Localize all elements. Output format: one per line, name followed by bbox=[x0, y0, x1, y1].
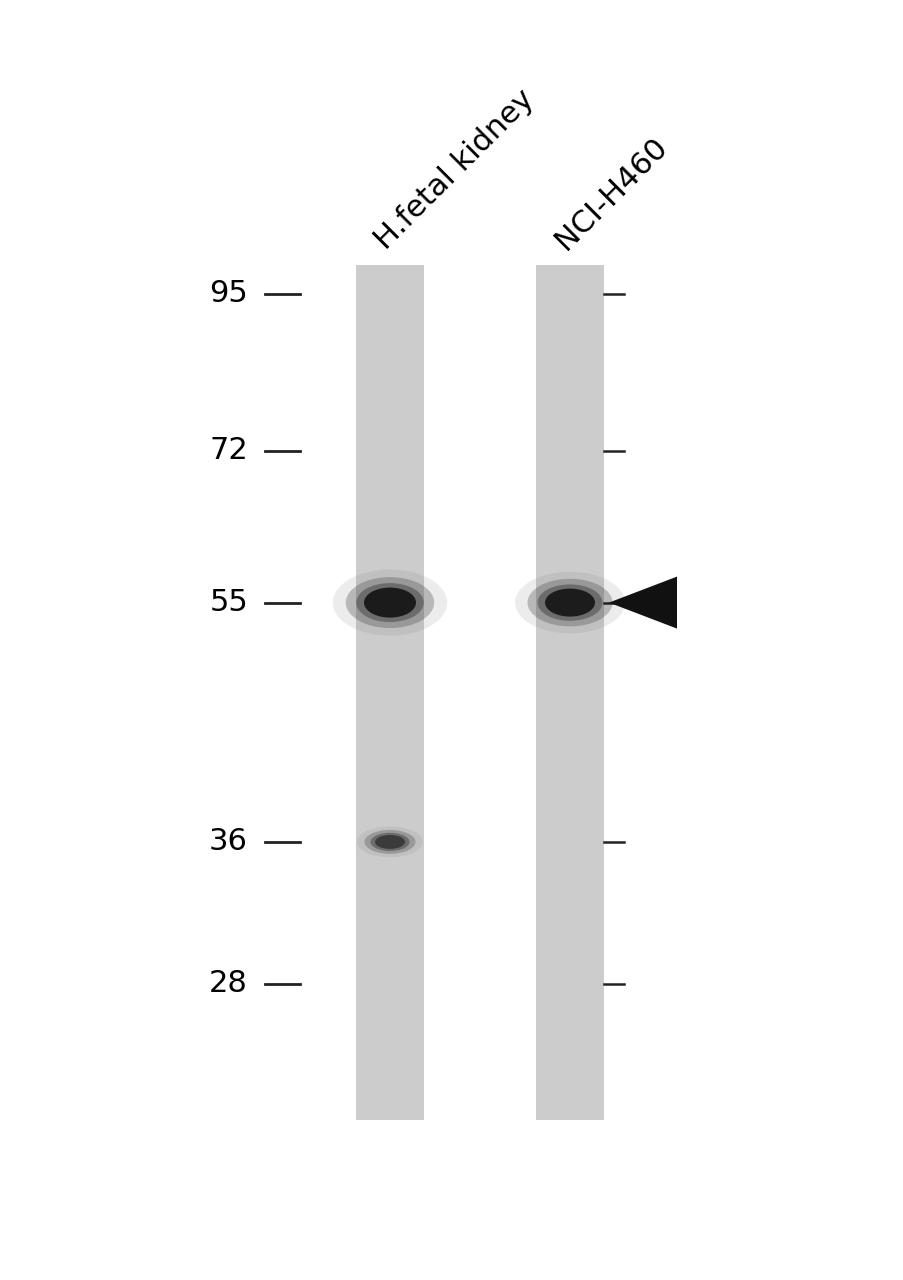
Text: 36: 36 bbox=[209, 827, 247, 856]
Ellipse shape bbox=[375, 835, 405, 849]
Text: H.fetal kidney: H.fetal kidney bbox=[369, 84, 539, 255]
Text: 55: 55 bbox=[209, 588, 247, 617]
Text: 28: 28 bbox=[209, 969, 247, 998]
Ellipse shape bbox=[332, 570, 447, 636]
Ellipse shape bbox=[357, 827, 423, 858]
Ellipse shape bbox=[364, 829, 415, 854]
Ellipse shape bbox=[364, 588, 415, 617]
Ellipse shape bbox=[545, 589, 594, 617]
Bar bbox=[356, 265, 424, 1120]
Text: 95: 95 bbox=[209, 279, 247, 308]
Ellipse shape bbox=[515, 572, 624, 634]
Ellipse shape bbox=[356, 584, 424, 622]
Polygon shape bbox=[609, 576, 676, 628]
Text: NCI-H460: NCI-H460 bbox=[549, 132, 672, 255]
Text: 72: 72 bbox=[209, 436, 247, 465]
Ellipse shape bbox=[370, 833, 409, 851]
Ellipse shape bbox=[527, 579, 612, 626]
Bar bbox=[535, 265, 603, 1120]
Ellipse shape bbox=[346, 577, 433, 628]
Ellipse shape bbox=[537, 585, 601, 621]
